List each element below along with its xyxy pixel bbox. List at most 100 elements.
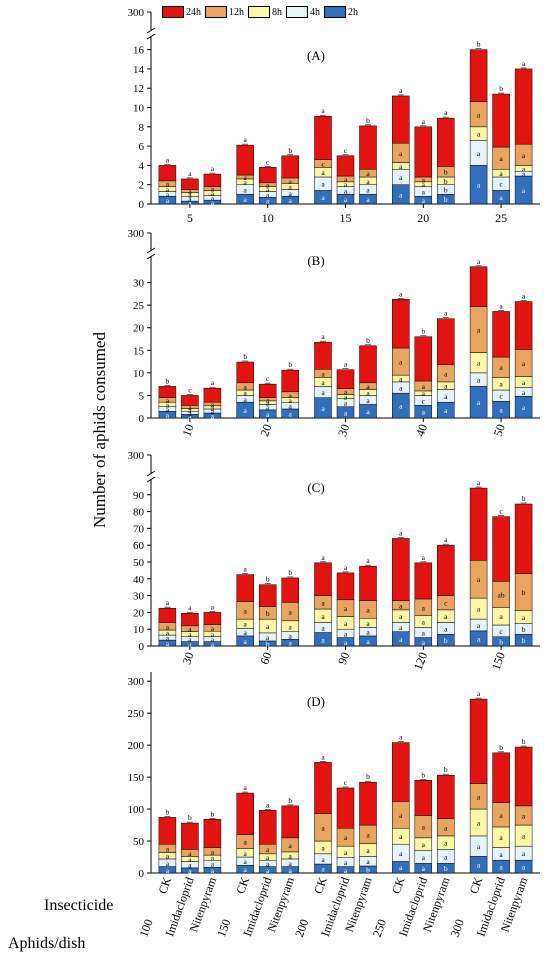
bar-segment-24h bbox=[236, 144, 254, 176]
significance-letter: a bbox=[166, 598, 170, 607]
significance-letter: a bbox=[321, 553, 325, 562]
legend-item-24h: 24h bbox=[162, 6, 201, 18]
aphid-density-label: 250 bbox=[370, 917, 389, 939]
significance-letter: a bbox=[344, 393, 348, 402]
x-tick-label: 10 bbox=[262, 211, 274, 225]
significance-letter: b bbox=[522, 588, 526, 597]
significance-letter: a bbox=[477, 634, 481, 643]
significance-letter: a bbox=[244, 406, 248, 415]
bar-segment-24h bbox=[492, 93, 510, 148]
bar-segment-24h bbox=[437, 117, 455, 167]
significance-letter: a bbox=[266, 633, 270, 642]
significance-letter: a bbox=[289, 396, 293, 405]
bar-segment-24h bbox=[514, 301, 533, 350]
significance-letter: a bbox=[244, 173, 248, 182]
significance-letter: a bbox=[522, 863, 526, 872]
significance-letter: a bbox=[211, 624, 215, 633]
y-tick-label: 10 bbox=[133, 624, 145, 636]
y-tick-label: 200 bbox=[128, 740, 145, 752]
y-tick-label: 12 bbox=[133, 83, 144, 95]
significance-letter: a bbox=[188, 866, 192, 875]
significance-letter: a bbox=[166, 396, 170, 405]
panel-label: (C) bbox=[307, 480, 324, 495]
legend-item-2h: 2h bbox=[324, 6, 358, 18]
significance-letter: b bbox=[366, 865, 370, 874]
x-tick-label: 120 bbox=[411, 650, 430, 672]
significance-letter: a bbox=[289, 402, 293, 411]
significance-letter: a bbox=[289, 608, 293, 617]
significance-letter: a bbox=[166, 400, 170, 409]
significance-letter: c bbox=[344, 146, 348, 155]
y-tick-label: 150 bbox=[128, 772, 145, 784]
significance-letter: a bbox=[444, 369, 448, 378]
bar-segment-24h bbox=[203, 612, 222, 625]
significance-letter: a bbox=[399, 733, 403, 742]
significance-letter: a bbox=[422, 180, 426, 189]
significance-letter: a bbox=[266, 800, 270, 809]
bar-segment-24h bbox=[514, 503, 533, 574]
bar-segment-24h bbox=[158, 817, 177, 845]
significance-letter: a bbox=[321, 388, 325, 397]
significance-letter: b bbox=[444, 177, 448, 186]
significance-letter: a bbox=[211, 866, 215, 875]
bar-segment-24h bbox=[414, 126, 433, 178]
treatment-label: CK bbox=[467, 875, 486, 896]
significance-letter: a bbox=[188, 861, 192, 870]
significance-letter: a bbox=[321, 378, 325, 387]
bar-segment-24h bbox=[258, 167, 277, 184]
significance-letter: a bbox=[244, 628, 248, 637]
bar-segment-24h bbox=[437, 544, 455, 596]
legend-label: 24h bbox=[186, 6, 201, 18]
legend-swatch bbox=[205, 6, 227, 18]
significance-letter: a bbox=[477, 181, 481, 190]
significance-letter: a bbox=[499, 850, 503, 859]
x-tick-label: 15 bbox=[340, 211, 352, 225]
significance-letter: a bbox=[522, 849, 526, 858]
significance-letter: a bbox=[166, 196, 170, 205]
bar-segment-24h bbox=[359, 781, 377, 826]
significance-letter: a bbox=[166, 844, 170, 853]
significance-letter: b bbox=[444, 765, 448, 774]
significance-letter: a bbox=[344, 833, 348, 842]
significance-letter: a bbox=[477, 149, 481, 158]
significance-letter: a bbox=[321, 752, 325, 761]
significance-letter: a bbox=[188, 406, 192, 415]
bar-segment-24h bbox=[336, 369, 355, 389]
significance-letter: a bbox=[289, 409, 293, 418]
significance-letter: b bbox=[243, 352, 247, 361]
significance-letter: a bbox=[244, 195, 248, 204]
significance-letter: a bbox=[344, 848, 348, 857]
significance-letter: a bbox=[211, 412, 215, 421]
bar-segment-24h bbox=[392, 742, 410, 802]
y-tick-label: 10 bbox=[133, 103, 145, 115]
significance-letter: b bbox=[421, 327, 425, 336]
significance-letter: a bbox=[321, 843, 325, 852]
significance-letter: a bbox=[188, 640, 192, 649]
significance-letter: a bbox=[399, 358, 403, 367]
significance-letter: a bbox=[289, 866, 293, 875]
significance-letter: a bbox=[266, 866, 270, 875]
significance-letter: a bbox=[366, 846, 370, 855]
significance-letter: a bbox=[321, 180, 325, 189]
significance-letter: a bbox=[321, 624, 325, 633]
significance-letter: a bbox=[399, 149, 403, 158]
significance-letter: a bbox=[344, 638, 348, 647]
bar-segment-24h bbox=[437, 318, 455, 365]
y-tick-label: 50 bbox=[133, 557, 145, 569]
significance-letter: b bbox=[522, 494, 526, 503]
significance-letter: a bbox=[266, 845, 270, 854]
significance-letter: a bbox=[522, 832, 526, 841]
legend-label: 12h bbox=[229, 6, 244, 18]
significance-letter: a bbox=[211, 400, 215, 409]
